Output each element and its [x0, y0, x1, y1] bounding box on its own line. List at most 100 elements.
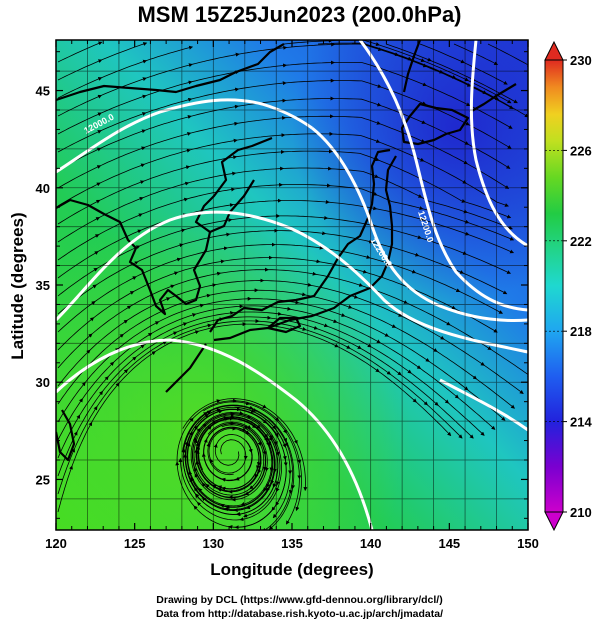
- chart-title: MSM 15Z25Jun2023 (200.0hPa): [137, 2, 462, 27]
- x-axis-title: Longitude (degrees): [210, 560, 374, 579]
- streamline: [183, 453, 203, 498]
- streamline: [141, 197, 189, 215]
- streamline: [207, 426, 247, 447]
- streamline: [76, 390, 103, 433]
- streamline: [71, 421, 93, 467]
- streamline: [198, 322, 247, 332]
- streamline: [357, 297, 403, 317]
- streamline: [169, 283, 217, 299]
- streamline: [186, 203, 234, 215]
- streamline: [236, 400, 280, 422]
- streamline: [259, 427, 277, 473]
- streamline: [193, 439, 207, 485]
- streamline: [249, 403, 287, 434]
- streamline: [182, 232, 231, 245]
- streamline: [286, 441, 296, 490]
- streamline: [145, 80, 193, 96]
- x-tick-label: 120: [45, 536, 67, 551]
- streamline: [57, 301, 96, 333]
- streamline: [337, 346, 380, 373]
- coastline-sakhalin: [402, 40, 422, 93]
- contour-southeast: [439, 378, 528, 432]
- streamline: [463, 272, 508, 295]
- streamline: [325, 233, 374, 244]
- streamline: [210, 288, 259, 296]
- streamline: [206, 404, 254, 413]
- coastline-ryukyu: [165, 343, 207, 393]
- streamline: [193, 505, 236, 528]
- streamline: [360, 348, 402, 376]
- streamline: [57, 94, 103, 117]
- streamline: [459, 291, 504, 314]
- streamline: [79, 376, 109, 416]
- streamline: [99, 163, 146, 184]
- streamline: [410, 372, 450, 404]
- plot-area: 12000.0 12200.0 12200.0: [56, 40, 528, 530]
- streamline: [201, 482, 246, 499]
- streamline: [275, 244, 324, 250]
- streamline: [139, 228, 186, 247]
- streamline: [199, 411, 244, 429]
- streamline: [217, 468, 258, 490]
- streamline: [191, 87, 240, 100]
- streamline: [216, 434, 253, 454]
- streamline: [187, 187, 236, 200]
- streamline: [333, 116, 381, 125]
- streamline: [420, 237, 468, 255]
- streamline: [247, 427, 267, 471]
- streamline: [271, 257, 321, 264]
- streamline: [333, 80, 382, 88]
- streamline: [420, 368, 460, 399]
- coastline-mainland-east: [56, 43, 285, 102]
- streamline: [286, 432, 302, 480]
- streamline: [242, 413, 278, 446]
- streamline: [282, 183, 331, 188]
- streamline: [222, 315, 272, 320]
- streamline: [225, 486, 268, 510]
- streamline: [374, 225, 422, 240]
- streamline: [220, 267, 269, 274]
- streamline: [278, 420, 302, 464]
- streamline: [376, 194, 424, 210]
- streamline: [186, 311, 235, 324]
- streamline: [96, 369, 129, 407]
- streamline: [238, 63, 288, 72]
- streamline: [210, 319, 260, 326]
- contour-12000-west: [56, 98, 313, 174]
- streamline: [219, 398, 267, 409]
- streamline: [89, 319, 128, 351]
- colorbar-scale: [544, 59, 564, 513]
- colorbar-label: 210: [570, 505, 592, 520]
- streamline: [470, 85, 514, 109]
- streamline: [344, 315, 390, 337]
- streamline: [213, 443, 240, 466]
- streamline: [198, 425, 212, 471]
- streamline: [197, 407, 241, 427]
- streamline: [57, 251, 99, 279]
- streamline: [57, 59, 103, 81]
- streamline: [428, 361, 469, 391]
- streamline: [203, 438, 223, 480]
- streamline: [380, 86, 427, 106]
- streamline: [195, 442, 214, 486]
- streamline: [424, 60, 469, 82]
- streamline: [449, 324, 492, 351]
- streamline: [240, 470, 272, 506]
- streamline: [233, 311, 282, 316]
- streamline: [57, 333, 93, 369]
- streamline: [210, 405, 258, 412]
- streamline: [248, 433, 261, 479]
- streamline: [332, 133, 381, 143]
- streamline: [127, 341, 167, 370]
- streamline: [99, 180, 145, 201]
- streamline: [385, 43, 432, 62]
- streamline: [234, 406, 277, 430]
- contour-12200-a: [56, 210, 528, 354]
- streamline: [101, 77, 147, 96]
- streamline: [285, 78, 335, 84]
- streamline: [286, 60, 335, 66]
- streamline: [210, 418, 257, 429]
- coastline-kurils: [469, 83, 517, 113]
- streamline: [244, 454, 267, 496]
